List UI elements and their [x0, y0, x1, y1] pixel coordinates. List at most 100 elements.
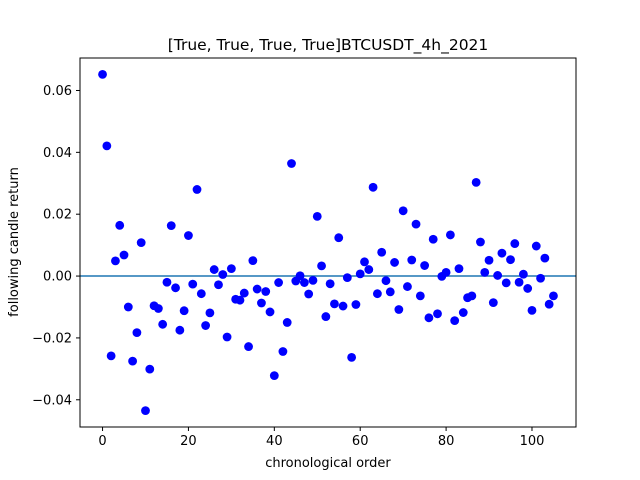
data-point [132, 328, 142, 338]
x-tick-label: 0 [98, 434, 106, 449]
data-point [214, 280, 223, 290]
data-point [153, 304, 163, 313]
plot-frame [79, 57, 577, 428]
data-point [544, 299, 554, 309]
data-point [484, 255, 494, 265]
data-point [467, 291, 477, 301]
data-point [385, 287, 395, 297]
data-point [308, 275, 318, 285]
data-point [497, 248, 507, 258]
data-point [338, 301, 348, 311]
data-point [407, 255, 417, 265]
data-point [235, 295, 245, 305]
data-point [312, 211, 322, 221]
data-point [433, 309, 442, 319]
data-point [445, 230, 455, 240]
data-point [257, 298, 266, 308]
data-point [188, 279, 198, 289]
chart-title: [True, True, True, True]BTCUSDT_4h_2021 [168, 36, 489, 55]
x-tick-label: 100 [520, 434, 545, 449]
data-point [244, 342, 253, 351]
x-tick-label: 40 [266, 434, 283, 449]
data-point [441, 267, 451, 277]
data-point [398, 206, 408, 216]
data-point [342, 273, 352, 283]
data-point [540, 253, 550, 263]
data-point [531, 241, 541, 251]
data-point [106, 351, 116, 361]
data-point [102, 141, 112, 151]
data-point [115, 220, 125, 230]
data-point [480, 267, 490, 277]
x-tick-label: 80 [438, 434, 455, 449]
data-point [304, 289, 314, 299]
data-point [205, 308, 215, 318]
data-point [98, 69, 107, 79]
data-point [299, 278, 309, 287]
data-point [248, 256, 258, 265]
y-tick-label: −0.04 [32, 393, 72, 408]
data-point [514, 277, 524, 287]
data-point [321, 312, 331, 321]
data-point [527, 305, 537, 315]
data-point [420, 261, 430, 270]
data-point [166, 221, 176, 231]
data-point [411, 219, 421, 229]
data-point [364, 265, 374, 274]
data-point [424, 313, 434, 323]
data-point [330, 299, 339, 309]
data-point [171, 283, 180, 293]
data-point [355, 269, 365, 279]
data-point [536, 273, 545, 283]
x-tick-label: 60 [352, 434, 369, 449]
data-point [394, 305, 404, 314]
y-axis-label: following candle return [7, 167, 22, 317]
data-point [261, 287, 271, 296]
data-point [162, 277, 172, 287]
data-point [454, 264, 464, 274]
data-point [192, 185, 202, 194]
y-axis-ticks: −0.04 −0.02 0.00 0.02 0.04 0.06 [32, 84, 80, 408]
data-point [510, 239, 520, 248]
data-point [360, 257, 369, 267]
y-tick-label: 0.00 [43, 270, 72, 285]
data-point [145, 364, 155, 374]
data-point [196, 289, 206, 299]
data-point [295, 271, 305, 281]
data-point [450, 316, 460, 325]
data-point [226, 264, 236, 274]
data-point [501, 278, 511, 288]
data-point [136, 238, 146, 248]
data-point [372, 289, 382, 299]
y-tick-label: 0.06 [43, 84, 72, 99]
data-point [549, 291, 558, 301]
data-point [493, 271, 503, 280]
data-point [287, 159, 296, 168]
data-point [415, 291, 425, 301]
data-point [141, 406, 150, 416]
data-point [381, 276, 391, 286]
x-axis-ticks: 0 20 40 60 80 100 [98, 427, 544, 449]
data-point [334, 233, 344, 243]
data-point [265, 307, 275, 317]
data-point [368, 182, 378, 192]
data-point [209, 265, 219, 274]
y-tick-label: 0.04 [43, 146, 72, 161]
data-point [128, 356, 138, 366]
data-point [239, 288, 249, 298]
data-point [325, 279, 335, 289]
data-point [282, 318, 292, 327]
x-axis-label: chronological order [265, 456, 391, 471]
data-point [377, 247, 387, 257]
data-point [351, 300, 361, 309]
data-point [222, 332, 232, 342]
data-point [119, 250, 129, 260]
data-point [471, 177, 481, 187]
data-point [390, 258, 399, 267]
data-point [278, 347, 288, 356]
data-point [506, 255, 515, 265]
data-point [218, 270, 228, 279]
data-point [175, 325, 185, 335]
